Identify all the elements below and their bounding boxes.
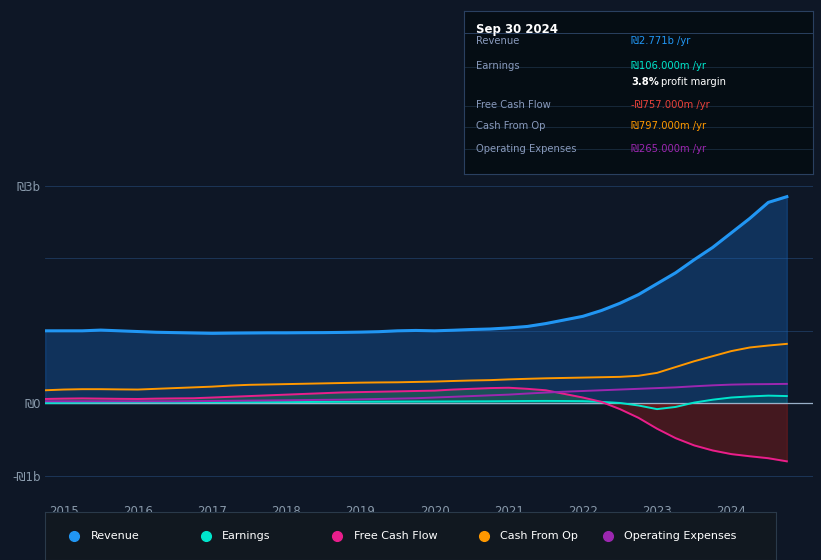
Text: Operating Expenses: Operating Expenses	[476, 143, 576, 153]
Text: Cash From Op: Cash From Op	[500, 531, 577, 541]
Text: ₪797.000m /yr: ₪797.000m /yr	[631, 121, 707, 131]
Text: 3.8%: 3.8%	[631, 77, 659, 87]
Text: ₪2.771b /yr: ₪2.771b /yr	[631, 36, 690, 46]
Text: Sep 30 2024: Sep 30 2024	[476, 22, 558, 36]
Text: Operating Expenses: Operating Expenses	[624, 531, 736, 541]
Text: Free Cash Flow: Free Cash Flow	[476, 100, 551, 110]
Text: Earnings: Earnings	[222, 531, 270, 541]
Text: Revenue: Revenue	[476, 36, 520, 46]
Text: ₪106.000m /yr: ₪106.000m /yr	[631, 60, 706, 71]
Text: Earnings: Earnings	[476, 60, 520, 71]
Text: profit margin: profit margin	[661, 77, 726, 87]
Text: Free Cash Flow: Free Cash Flow	[354, 531, 437, 541]
Text: Cash From Op: Cash From Op	[476, 121, 545, 131]
Text: Revenue: Revenue	[90, 531, 140, 541]
Text: ₪265.000m /yr: ₪265.000m /yr	[631, 143, 707, 153]
Text: -₪757.000m /yr: -₪757.000m /yr	[631, 100, 710, 110]
